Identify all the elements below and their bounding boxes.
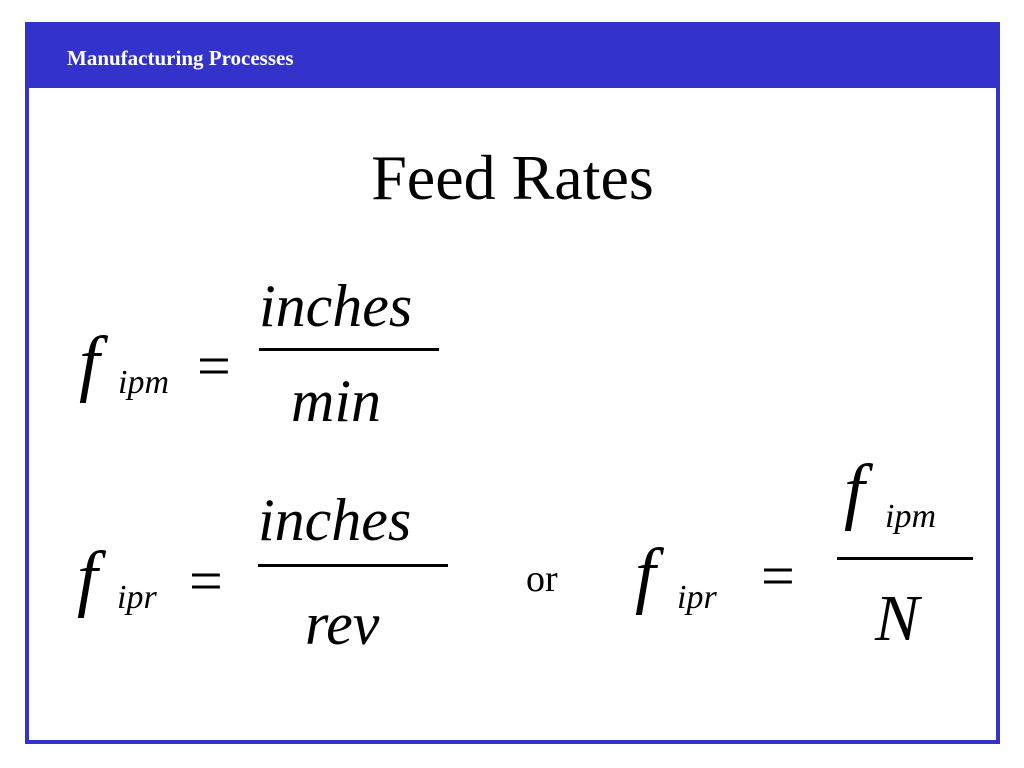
equation-ipr-numerator: inches — [258, 487, 412, 553]
equation-ipr-alt-subscript: ipr — [677, 579, 717, 616]
equation-ipr-alt-equals: = — [761, 543, 795, 609]
equation-ipm-fraction-bar — [259, 348, 439, 351]
equation-ipr-equals: = — [189, 548, 223, 614]
slide-title: Feed Rates — [371, 142, 654, 213]
equation-ipm-symbol: f — [79, 322, 100, 404]
header-bar: Manufacturing Processes — [29, 26, 996, 88]
equation-ipr-subscript: ipr — [117, 579, 157, 616]
slide-frame: Manufacturing Processes Feed Rates f ipm… — [25, 22, 1000, 744]
equation-ipr-alt-fraction-bar — [837, 557, 973, 560]
equation-ipm-denominator: min — [291, 368, 381, 434]
equation-ipm-numerator: inches — [259, 273, 413, 339]
equation-ipr-alt-symbol: f — [635, 534, 656, 616]
equation-ipm-subscript: ipm — [118, 364, 169, 401]
equation-ipr-alt-numerator-subscript: ipm — [885, 498, 936, 535]
equation-ipm-equals: = — [197, 333, 231, 399]
equation-ipr-symbol: f — [77, 537, 98, 619]
equation-ipr-fraction-bar — [258, 564, 448, 567]
equation-ipr-alt-numerator-symbol: f — [844, 450, 865, 532]
header-title: Manufacturing Processes — [67, 46, 294, 70]
connector-or: or — [526, 558, 558, 600]
equation-ipr-denominator: rev — [305, 591, 380, 657]
equation-ipr-alt-denominator: N — [875, 582, 920, 655]
